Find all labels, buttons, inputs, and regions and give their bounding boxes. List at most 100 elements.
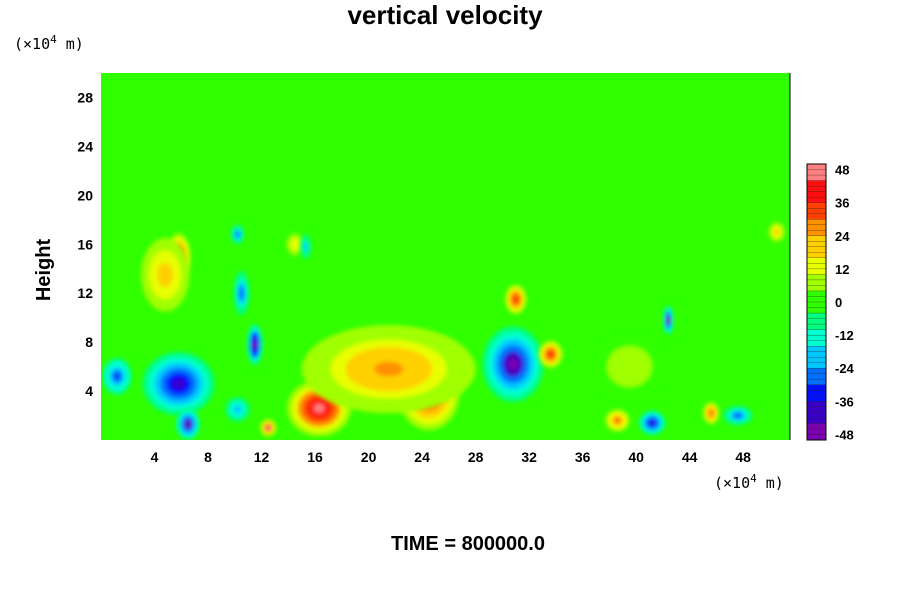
colorbar-segment	[806, 230, 827, 237]
colorbar-segment	[806, 163, 827, 170]
velocity-feature	[142, 351, 215, 416]
velocity-feature	[300, 234, 312, 259]
colorbar-segment	[806, 357, 827, 364]
colorbar-segment	[806, 274, 827, 281]
colorbar-segment	[806, 219, 827, 226]
x-tick-label: 40	[628, 449, 644, 465]
colorbar-segment	[806, 395, 827, 402]
velocity-feature	[233, 271, 250, 316]
colorbar-segment	[806, 362, 827, 369]
velocity-feature	[538, 340, 563, 368]
velocity-feature	[662, 305, 674, 335]
x-tick-label: 32	[521, 449, 537, 465]
colorbar-segment	[806, 296, 827, 303]
colorbar-segment	[806, 252, 827, 259]
y-tick-label: 16	[77, 236, 93, 252]
velocity-feature	[230, 224, 245, 245]
colorbar-segment	[806, 434, 827, 441]
colorbar-segment	[806, 191, 827, 198]
x-tick-label: 8	[204, 449, 212, 465]
colorbar-tick-label: -48	[835, 427, 854, 442]
colorbar-segment	[806, 312, 827, 320]
velocity-feature	[225, 397, 250, 422]
velocity-feature	[596, 336, 663, 398]
x-tick-label: 44	[682, 449, 698, 465]
velocity-feature	[285, 232, 305, 257]
colorbar-tick-label: -12	[835, 328, 854, 343]
colorbar-segment	[806, 334, 827, 342]
x-tick-label: 36	[575, 449, 591, 465]
colorbar-tick-label: 12	[835, 262, 849, 277]
colorbar-segment	[806, 390, 827, 397]
colorbar-segment	[806, 323, 827, 331]
colorbar-segment	[806, 180, 827, 187]
colorbar-segment	[806, 185, 827, 193]
velocity-feature	[723, 405, 753, 426]
colorbar-segment	[806, 401, 827, 408]
x-tick-label: 28	[468, 449, 484, 465]
colorbar-ticks: 48 36 24 12 0 -12 -24 -36 -48	[835, 163, 855, 443]
colorbar-segment	[806, 379, 827, 386]
colorbar-segment	[806, 384, 827, 391]
velocity-feature	[246, 323, 263, 366]
colorbar-segment	[806, 196, 827, 204]
colorbar-segment	[806, 285, 827, 292]
velocity-feature	[768, 222, 785, 242]
colorbar-segment	[806, 301, 827, 308]
colorbar-segment	[806, 224, 827, 231]
colorbar-segment	[806, 329, 827, 336]
colorbar-segment	[806, 169, 827, 176]
y-unit-label: (×104 m)	[14, 33, 84, 53]
colorbar-segment	[806, 279, 827, 286]
colorbar	[806, 163, 827, 441]
x-tick-label: 20	[361, 449, 377, 465]
x-tick-label: 48	[735, 449, 751, 465]
colorbar-tick-label: 0	[835, 295, 842, 310]
velocity-feature	[505, 284, 527, 314]
x-tick-label: 4	[151, 449, 159, 465]
colorbar-segment	[806, 290, 827, 297]
x-tick-label: 24	[414, 449, 430, 465]
x-axis-ticks: 4 8 12 16 20 24 28 32 36 40 44 48	[151, 449, 752, 465]
colorbar-segment	[806, 423, 827, 430]
colorbar-segment	[806, 406, 827, 413]
colorbar-segment	[806, 202, 827, 209]
colorbar-segment	[806, 428, 827, 435]
y-tick-label: 4	[85, 383, 93, 399]
colorbar-segment	[806, 373, 827, 380]
colorbar-tick-label: 48	[835, 163, 849, 178]
plot-area	[101, 73, 790, 440]
velocity-feature	[605, 409, 630, 432]
colorbar-tick-label: 24	[835, 229, 850, 244]
colorbar-segment	[806, 208, 827, 215]
colorbar-segment	[806, 257, 827, 264]
x-tick-label: 12	[254, 449, 270, 465]
velocity-feature	[482, 326, 544, 403]
colorbar-segment	[806, 417, 827, 424]
colorbar-tick-label: 36	[835, 196, 849, 211]
colorbar-segment	[806, 346, 827, 353]
colorbar-frame	[806, 163, 827, 441]
y-tick-label: 12	[77, 285, 93, 301]
chart-title: vertical velocity	[347, 0, 543, 30]
colorbar-segment	[806, 241, 827, 248]
colorbar-segment	[806, 268, 827, 275]
colorbar-tick-label: -24	[835, 361, 855, 376]
y-tick-label: 8	[85, 334, 93, 350]
velocity-feature	[175, 408, 200, 440]
colorbar-segment	[806, 263, 827, 270]
colorbar-segment	[806, 174, 827, 182]
y-axis-label: Height	[33, 239, 55, 302]
time-label: TIME = 800000.0	[391, 533, 545, 555]
colorbar-segment	[806, 213, 827, 220]
colorbar-segment	[806, 351, 827, 358]
colorbar-segment	[806, 340, 827, 347]
colorbar-segment	[806, 412, 827, 419]
velocity-feature	[102, 358, 132, 395]
velocity-feature	[638, 410, 666, 436]
colorbar-segment	[806, 235, 827, 242]
x-unit-label: (×104 m)	[714, 472, 784, 492]
velocity-feature	[141, 238, 190, 312]
x-tick-label: 16	[307, 449, 323, 465]
